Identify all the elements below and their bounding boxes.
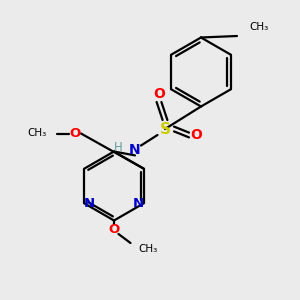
Text: N: N [133,197,144,210]
Text: H: H [114,141,123,154]
Text: O: O [108,223,120,236]
Text: O: O [190,128,202,142]
Text: CH₃: CH₃ [138,244,157,254]
Text: O: O [69,127,81,140]
Text: N: N [84,197,95,210]
Text: S: S [160,122,170,136]
Text: CH₃: CH₃ [249,22,268,32]
Text: O: O [153,88,165,101]
Text: N: N [129,143,141,157]
Text: CH₃: CH₃ [27,128,46,139]
